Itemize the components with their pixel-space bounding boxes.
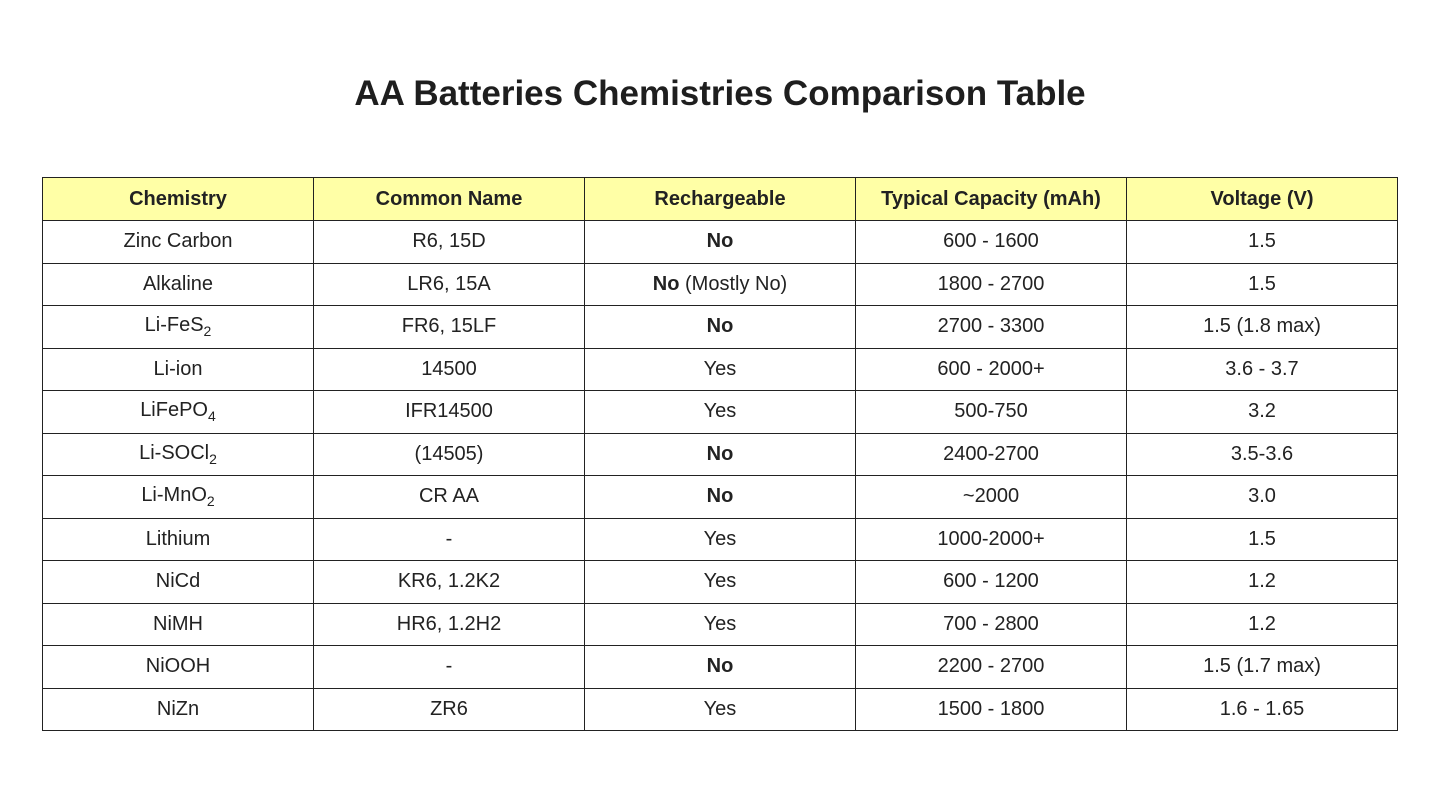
table-cell: -	[313, 645, 585, 689]
header-row: Chemistry Common Name Rechargeable Typical …	[42, 177, 1398, 221]
table-cell: FR6, 15LF	[313, 305, 585, 349]
table-cell: 1000-2000+	[855, 517, 1127, 561]
table-body: Zinc Carbon R6, 15D No 600 - 1600 1.5 Alkalin…	[42, 220, 1398, 731]
table-cell: Yes	[584, 347, 856, 391]
table-row: Li-FeS2 FR6, 15LF No 2700 - 3300 1.5 (1.8 ma…	[42, 305, 1398, 349]
table-cell: 1.5 (1.7 max)	[1126, 645, 1398, 689]
cell-text: 2	[203, 323, 212, 340]
table-cell: No	[584, 475, 856, 519]
cell-text: No	[706, 230, 734, 253]
table-cell: LR6, 15A	[313, 262, 585, 306]
cell-text: (Mostly No)	[679, 272, 788, 295]
table-cell: Lithium	[42, 517, 314, 561]
table-cell: Li-ion	[42, 347, 314, 391]
table-row: Li-SOCl2 (14505) No 2400-2700 3.5-3.6	[42, 432, 1398, 476]
table-cell: Yes	[584, 517, 856, 561]
table-cell: NiCd	[42, 560, 314, 604]
table-row: NiOOH - No 2200 - 2700 1.5 (1.7 max)	[42, 645, 1398, 689]
table-cell: No	[584, 220, 856, 264]
cell-text: Li-MnO	[141, 484, 207, 507]
table-cell: 500-750	[855, 390, 1127, 434]
comparison-table: Chemistry Common Name Rechargeable Typical …	[42, 177, 1398, 731]
table-cell: 3.5-3.6	[1126, 432, 1398, 476]
cell-text: No	[706, 485, 734, 508]
table-cell: Li-SOCl2	[42, 432, 314, 476]
column-header: Rechargeable	[584, 177, 856, 221]
table-cell: HR6, 1.2H2	[313, 602, 585, 646]
table-row: Alkaline LR6, 15A No (Mostly No) 1800 - 270…	[42, 262, 1398, 306]
cell-text: Li-FeS	[144, 314, 204, 337]
table-row: LiFePO4 IFR14500 Yes 500-750 3.2	[42, 390, 1398, 434]
table-cell: Yes	[584, 602, 856, 646]
table-row: Lithium - Yes 1000-2000+ 1.5	[42, 517, 1398, 561]
page-title: AA Batteries Chemistries Comparison Tabl…	[354, 74, 1086, 113]
table-cell: 3.2	[1126, 390, 1398, 434]
column-header: Common Name	[313, 177, 585, 221]
table-cell: Yes	[584, 560, 856, 604]
table-cell: 600 - 1200	[855, 560, 1127, 604]
table-row: Li-ion 14500 Yes 600 - 2000+ 3.6 - 3.7	[42, 347, 1398, 391]
table-cell: (14505)	[313, 432, 585, 476]
cell-text: 2	[206, 493, 215, 510]
table-cell: 3.0	[1126, 475, 1398, 519]
table-cell: NiOOH	[42, 645, 314, 689]
table-cell: CR AA	[313, 475, 585, 519]
table-cell: IFR14500	[313, 390, 585, 434]
table-cell: Li-MnO2	[42, 475, 314, 519]
table-cell: 1.2	[1126, 560, 1398, 604]
column-header: Typical Capacity (mAh)	[855, 177, 1127, 221]
table-cell: KR6, 1.2K2	[313, 560, 585, 604]
table-cell: R6, 15D	[313, 220, 585, 264]
table-cell: 1.5	[1126, 517, 1398, 561]
table-cell: 1500 - 1800	[855, 687, 1127, 731]
cell-text: No	[706, 315, 734, 338]
table-cell: 1800 - 2700	[855, 262, 1127, 306]
table-cell: 2400-2700	[855, 432, 1127, 476]
table-row: Zinc Carbon R6, 15D No 600 - 1600 1.5	[42, 220, 1398, 264]
table-cell: Yes	[584, 390, 856, 434]
table-cell: 1.2	[1126, 602, 1398, 646]
table-cell: NiMH	[42, 602, 314, 646]
table-cell: 600 - 2000+	[855, 347, 1127, 391]
table-cell: No (Mostly No)	[584, 262, 856, 306]
cell-text: LiFePO	[140, 399, 208, 422]
table-cell: 2200 - 2700	[855, 645, 1127, 689]
table-cell: ZR6	[313, 687, 585, 731]
table-cell: Yes	[584, 687, 856, 731]
table-cell: No	[584, 432, 856, 476]
table-cell: 2700 - 3300	[855, 305, 1127, 349]
table-cell: 600 - 1600	[855, 220, 1127, 264]
table-row: Li-MnO2 CR AA No ~2000 3.0	[42, 475, 1398, 519]
table-row: NiMH HR6, 1.2H2 Yes 700 - 2800 1.2	[42, 602, 1398, 646]
table-cell: No	[584, 305, 856, 349]
table-cell: -	[313, 517, 585, 561]
table-cell: No	[584, 645, 856, 689]
table-cell: 1.5	[1126, 262, 1398, 306]
table-cell: NiZn	[42, 687, 314, 731]
table-cell: 14500	[313, 347, 585, 391]
cell-text: 2	[209, 450, 217, 467]
cell-text: No	[652, 272, 680, 295]
cell-text: No	[706, 442, 734, 465]
table-cell: 1.5	[1126, 220, 1398, 264]
column-header: Chemistry	[42, 177, 314, 221]
table-cell: Zinc Carbon	[42, 220, 314, 264]
table-cell: 3.6 - 3.7	[1126, 347, 1398, 391]
table-cell: 1.6 - 1.65	[1126, 687, 1398, 731]
column-header: Voltage (V)	[1126, 177, 1398, 221]
table-cell: 1.5 (1.8 max)	[1126, 305, 1398, 349]
table-row: NiCd KR6, 1.2K2 Yes 600 - 1200 1.2	[42, 560, 1398, 604]
cell-text: Li-SOCl	[139, 441, 210, 464]
cell-text: No	[706, 655, 734, 678]
cell-text: 4	[208, 408, 216, 425]
table-cell: LiFePO4	[42, 390, 314, 434]
table-row: NiZn ZR6 Yes 1500 - 1800 1.6 - 1.65	[42, 687, 1398, 731]
table-cell: Alkaline	[42, 262, 314, 306]
table-cell: Li-FeS2	[42, 305, 314, 349]
table-cell: 700 - 2800	[855, 602, 1127, 646]
table-cell: ~2000	[855, 475, 1127, 519]
